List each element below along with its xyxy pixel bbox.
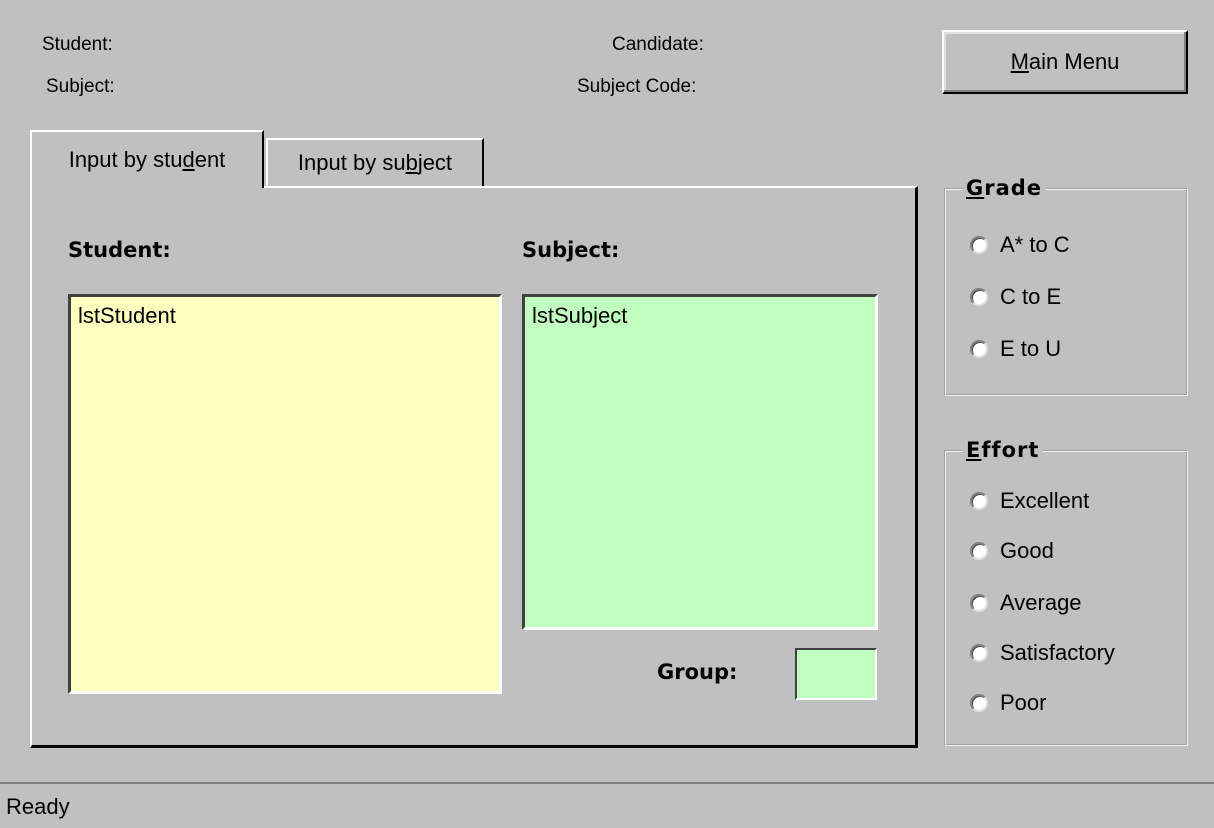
student-header-label: Student: [42,34,113,55]
tab-panel [30,186,918,748]
grade-frame-title: Grade [962,176,1047,200]
grade-frame-title-accel: G [966,176,985,200]
list-item[interactable]: lstStudent [78,303,176,328]
main-menu-button-label: ain Menu [1028,49,1120,74]
list-item[interactable]: lstSubject [532,303,628,328]
radio-button-icon [970,492,988,510]
student-list-heading: Student: [68,238,171,262]
grade-option-label: C to E [1000,284,1062,309]
tab-input-by-student-label-pre: Input by stu [68,147,183,172]
radio-button-icon [970,594,988,612]
effort-frame-title-accel: E [966,438,982,462]
grade-radio-c-to-e[interactable]: C to E [970,284,1061,310]
effort-option-label: Poor [1000,690,1047,715]
effort-frame [944,450,1188,746]
radio-button-icon [970,288,988,306]
subject-header-label: Subject: [46,76,115,97]
tab-input-by-subject[interactable]: Input by su b ject [266,138,484,186]
student-listbox[interactable]: lstStudent [68,294,502,694]
effort-option-label: Satisfactory [1000,640,1115,665]
status-text: Ready [6,794,70,819]
tab-input-by-student-label-post: ent [194,147,226,172]
radio-button-icon [970,340,988,358]
effort-option-label: Average [1000,590,1082,615]
effort-radio-poor[interactable]: Poor [970,690,1046,716]
grade-frame-title-rest: rade [984,176,1043,200]
main-menu-button-accel: M [1010,49,1029,74]
effort-frame-title-rest: ffort [981,438,1040,462]
effort-option-label: Excellent [1000,488,1090,513]
grade-radio-a-to-c[interactable]: A* to C [970,232,1070,258]
tab-input-by-subject-label-post: ject [417,150,453,175]
effort-radio-excellent[interactable]: Excellent [970,488,1089,514]
radio-button-icon [970,236,988,254]
tab-input-by-subject-accel: b [405,150,418,175]
subject-code-header-label: Subject Code: [577,76,697,97]
effort-radio-good[interactable]: Good [970,538,1054,564]
radio-button-icon [970,644,988,662]
effort-frame-title: Effort [962,438,1044,462]
grade-frame [944,188,1188,396]
grade-option-label: A* to C [1000,232,1070,257]
subject-listbox[interactable]: lstSubject [522,294,878,630]
grade-option-label: E to U [1000,336,1062,361]
tab-input-by-student[interactable]: Input by stu d ent [30,130,264,188]
radio-button-icon [970,542,988,560]
effort-option-label: Good [1000,538,1054,563]
tab-input-by-student-accel: d [182,147,195,172]
radio-button-icon [970,694,988,712]
group-label: Group: [657,660,738,684]
candidate-header-label: Candidate: [612,34,704,55]
status-bar: Ready [0,782,1214,828]
subject-list-heading: Subject: [522,238,620,262]
effort-radio-satisfactory[interactable]: Satisfactory [970,640,1115,666]
effort-radio-average[interactable]: Average [970,590,1082,616]
group-field[interactable] [795,648,877,700]
tab-input-by-subject-label-pre: Input by su [297,150,406,175]
grade-radio-e-to-u[interactable]: E to U [970,336,1061,362]
